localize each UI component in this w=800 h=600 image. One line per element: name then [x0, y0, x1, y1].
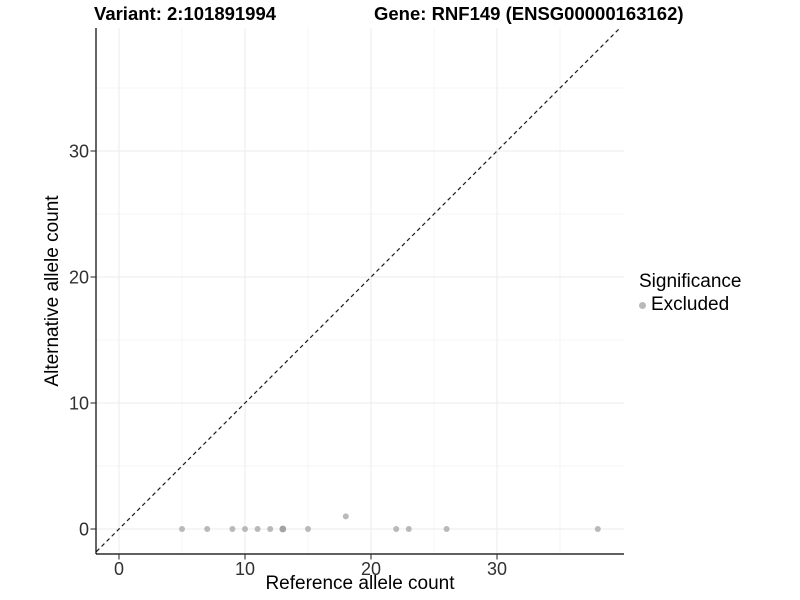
data-point [242, 526, 248, 532]
x-tick-label: 0 [114, 559, 124, 579]
y-axis-title: Alternative allele count [42, 195, 63, 387]
x-tick-label: 10 [235, 559, 255, 579]
data-point [229, 526, 236, 532]
data-point [594, 526, 601, 532]
legend-item-label: Excluded [651, 294, 730, 315]
excluded-dot-icon [639, 301, 646, 309]
data-point [305, 526, 311, 532]
y-tick-label: 10 [69, 394, 89, 414]
data-point [405, 526, 412, 532]
data-point [443, 526, 450, 532]
x-tick-label: 30 [487, 559, 507, 579]
y-tick-label: 0 [79, 520, 89, 540]
legend-item: Excluded [639, 294, 741, 316]
variant-title: Variant: 2:101891994 [94, 3, 277, 24]
legend-title: Significance [639, 271, 742, 292]
data-point [342, 513, 349, 520]
data-point [279, 525, 287, 533]
identity-line [96, 28, 621, 553]
data-point [254, 526, 261, 532]
data-point [393, 526, 400, 532]
x-axis-title: Reference allele count [265, 573, 455, 594]
y-tick-label: 30 [69, 142, 89, 162]
x-tick-label: 20 [361, 559, 381, 579]
legend: Significance Excluded [639, 271, 741, 316]
data-point [179, 526, 185, 532]
y-tick-label: 20 [69, 268, 89, 288]
data-point [267, 526, 274, 532]
data-point [204, 526, 211, 532]
gene-title: Gene: RNF149 (ENSG00000163162) [374, 3, 684, 24]
